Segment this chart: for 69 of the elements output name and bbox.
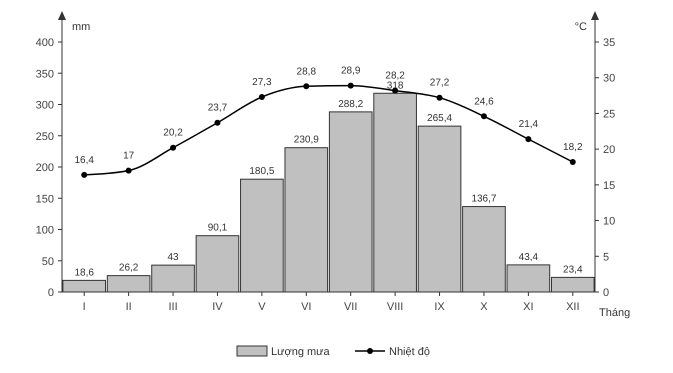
y-tick-label: 100	[36, 224, 54, 236]
x-tick-label: V	[258, 301, 266, 313]
point	[126, 168, 132, 174]
point	[81, 172, 88, 178]
x-tick-label: VII	[344, 301, 358, 313]
data-label: 20,2	[163, 128, 184, 139]
data-label: 28,2	[385, 70, 406, 82]
x-tick-label: II	[126, 301, 132, 313]
y-tick-label: 250	[36, 130, 54, 143]
y-tick-label: 0	[48, 287, 54, 299]
data-label: 18,6	[74, 267, 94, 278]
x-tick-label: IX	[434, 301, 446, 313]
data-label: 26,2	[118, 262, 139, 274]
data-label: 23,7	[208, 102, 228, 114]
y2-tick-label: 0	[603, 287, 610, 299]
data-label: 17	[123, 150, 135, 162]
x-tick-label: III	[168, 301, 178, 313]
legend-label: Nhiệt độ	[389, 346, 430, 358]
x-tick-label: XI	[523, 301, 534, 313]
x-tick-label: VI	[301, 301, 312, 313]
legend-label: Lượng mưa	[271, 346, 331, 358]
data-label: 43	[167, 252, 180, 264]
data-label: 288,2	[338, 98, 364, 110]
y2-tick-label: 35	[603, 37, 616, 49]
data-label: 28,9	[340, 66, 361, 77]
data-label: 16,4	[74, 154, 94, 166]
y-tick-label: 300	[36, 100, 54, 112]
data-label: 318	[386, 80, 404, 92]
point	[170, 144, 176, 151]
data-label: 230,9	[294, 134, 320, 146]
y-axis-title: mm	[72, 21, 90, 33]
point	[436, 94, 443, 101]
data-label: 136,7	[471, 194, 497, 205]
data-label: 90,1	[208, 222, 228, 234]
x-tick-label: VIII	[386, 301, 404, 313]
x-axis-title: Tháng	[599, 307, 630, 319]
y-tick-label: 400	[36, 37, 54, 49]
x-tick-label: XII	[566, 301, 580, 313]
data-label: 27,2	[430, 78, 450, 89]
y-tick-label: 350	[36, 68, 54, 80]
x-tick-label: I	[82, 301, 86, 313]
data-label: 180,5	[249, 166, 275, 178]
y2-tick-label: 20	[603, 144, 616, 156]
point	[480, 113, 487, 120]
point	[570, 159, 576, 165]
point	[214, 120, 220, 126]
y2-tick-label: 5	[603, 251, 610, 264]
y2-tick-label: 10	[603, 216, 616, 228]
y2-tick-label: 30	[603, 72, 616, 85]
data-label: 27,3	[252, 77, 272, 88]
y-tick-label: 150	[36, 193, 54, 206]
y2-axis-title: °C	[574, 21, 588, 33]
y2-tick-label: 25	[603, 108, 616, 120]
data-label: 23,4	[563, 264, 583, 276]
x-tick-label: IV	[212, 301, 224, 313]
y-tick-label: 200	[36, 162, 54, 174]
data-label: 24,6	[474, 96, 494, 108]
data-label: 28,8	[296, 66, 316, 78]
point	[525, 136, 532, 142]
point	[258, 94, 265, 100]
data-label: 18,2	[563, 142, 583, 153]
point	[348, 82, 354, 89]
data-label: 265,4	[427, 113, 452, 124]
y2-tick-label: 15	[603, 180, 616, 192]
point	[303, 83, 310, 90]
x-tick-label: X	[480, 301, 488, 313]
data-label: 43,4	[518, 252, 539, 263]
data-label: 21,4	[518, 119, 539, 130]
y-tick-label: 50	[42, 256, 54, 268]
